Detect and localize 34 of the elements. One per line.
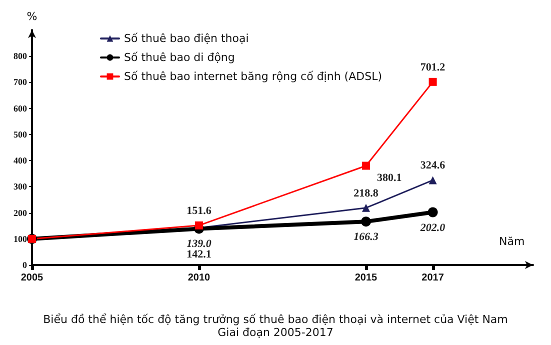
y-tick-label: 200 xyxy=(14,208,28,218)
text: Biểu đồ thể hiện tốc độ tăng trưởng số thuê bao điện thoại và internet của Việt Nam xyxy=(43,313,508,326)
y-tick-label: 0 xyxy=(22,260,28,270)
y-tick-label: 800 xyxy=(14,51,28,62)
x-tick-label: 2017 xyxy=(422,272,444,284)
y-tick-label: 100 xyxy=(14,234,28,244)
y-tick-label: 500 xyxy=(14,129,28,140)
y-tick-label: 400 xyxy=(14,156,28,166)
y-tick-label: 300 xyxy=(14,182,28,192)
text: Giai đoạn 2005-2017 xyxy=(218,326,334,339)
legend-label: Số thuê bao internet băng rộng cố định (ADSL) xyxy=(124,70,382,83)
data-label: 380.1 xyxy=(377,172,402,184)
x-tick-label: 2005 xyxy=(20,272,44,284)
x-axis-title: Năm xyxy=(499,235,525,248)
data-label: 324.6 xyxy=(420,160,446,172)
data-label: 151.6 xyxy=(186,204,212,217)
data-label: 166.3 xyxy=(354,231,379,244)
point xyxy=(362,162,370,170)
point xyxy=(195,221,203,230)
legend-label: Số thuê bao di động xyxy=(124,51,235,64)
data-label: 701.2 xyxy=(420,61,446,74)
point xyxy=(361,216,371,227)
data-label: 139.0 xyxy=(186,238,212,250)
y-axis-title: % xyxy=(26,10,38,23)
data-label: 218.8 xyxy=(354,187,379,200)
point xyxy=(428,78,437,86)
x-tick-label: 2015 xyxy=(354,272,378,284)
legend-label: Số thuê bao điện thoại xyxy=(124,32,249,45)
y-tick-label: 700 xyxy=(14,77,28,88)
data-label: 202.0 xyxy=(419,222,446,234)
data-label: 142.1 xyxy=(186,248,212,260)
y-tick-label: 600 xyxy=(14,103,28,114)
point xyxy=(428,207,438,218)
x-tick-label: 2010 xyxy=(188,272,211,284)
